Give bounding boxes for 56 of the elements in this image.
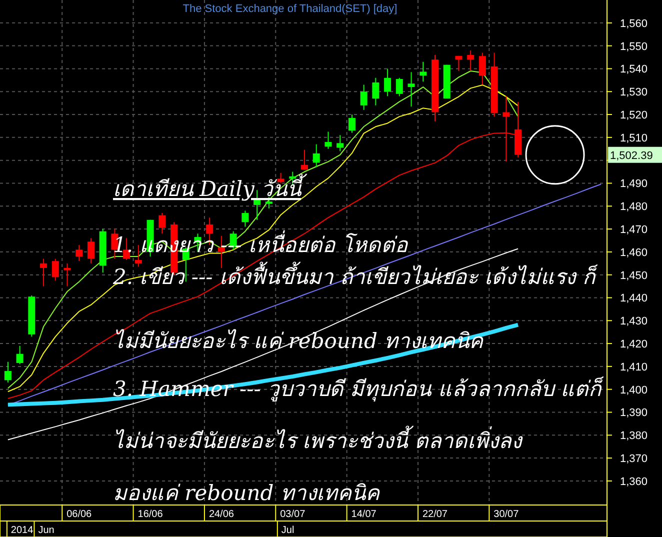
candlestick — [467, 50, 474, 72]
candlestick — [301, 150, 308, 170]
y-tick-label: 1,450 — [620, 270, 648, 282]
x-tick-label: 30/07 — [494, 509, 520, 520]
annotation: มองแค่ rebound ทางเทคนิค — [113, 481, 380, 505]
y-tick-label: 1,560 — [620, 18, 648, 30]
candlestick — [360, 84, 368, 110]
y-tick-label: 1,430 — [620, 316, 648, 328]
candlestick — [396, 77, 403, 97]
candlestick — [324, 131, 332, 150]
y-tick-label: 1,440 — [620, 292, 648, 305]
candlestick — [158, 212, 166, 234]
candlestick — [87, 238, 94, 264]
x-tick-label: 16/06 — [138, 509, 164, 520]
text: 1,502.39 — [610, 150, 653, 162]
candlestick — [455, 55, 462, 72]
candlestick — [312, 144, 320, 168]
y-tick-label: 1,370 — [620, 453, 648, 466]
x-tick-label: 24/06 — [208, 509, 234, 520]
candlestick — [408, 72, 415, 107]
chart-title: The Stock Exchange of Thailand(SET) [day] — [182, 3, 398, 15]
y-tick-label: 1,530 — [620, 86, 648, 99]
x-tick-label: 03/07 — [280, 509, 306, 520]
y-tick-label: 1,510 — [620, 132, 648, 144]
candlestick — [384, 68, 392, 97]
candlestick — [16, 345, 24, 365]
candlestick — [4, 361, 12, 383]
y-tick-label: 1,550 — [620, 40, 648, 53]
y-tick-label: 1,360 — [620, 476, 648, 488]
y-tick-label: 1,400 — [620, 384, 648, 396]
y-tick-label: 1,540 — [620, 64, 648, 76]
y-tick-label: 1,480 — [620, 201, 648, 214]
x-tick-label: 14/07 — [351, 509, 377, 520]
candlestick — [348, 114, 356, 134]
annotation: ไม่น่าจะมีนัยยะอะไร เพราะช่วงนี้ ตลาดเพิ่งลง — [113, 425, 524, 453]
candlestick — [336, 134, 344, 152]
x-tick-label: 22/07 — [422, 509, 448, 520]
candlestick — [420, 61, 427, 82]
y-tick-label: 1,410 — [620, 361, 648, 374]
candlestick — [372, 77, 380, 106]
x-tick-label: 06/06 — [66, 509, 92, 520]
y-tick-label: 1,420 — [620, 338, 648, 351]
candlestick — [76, 244, 83, 262]
y-tick-label: 1,460 — [620, 246, 648, 259]
y-tick-label: 1,470 — [620, 224, 648, 236]
candlestick — [40, 258, 48, 287]
candlestick — [242, 210, 249, 228]
candlestick — [52, 258, 59, 282]
text: 2014 — [10, 525, 34, 536]
candlestick — [478, 52, 486, 86]
y-tick-label: 1,390 — [620, 407, 648, 420]
y-tick-label: 1,380 — [620, 430, 648, 442]
text: Jun — [38, 525, 54, 536]
y-tick-label: 1,490 — [620, 178, 648, 190]
y-tick-label: 1,520 — [620, 110, 648, 122]
text: Jul — [281, 525, 294, 536]
